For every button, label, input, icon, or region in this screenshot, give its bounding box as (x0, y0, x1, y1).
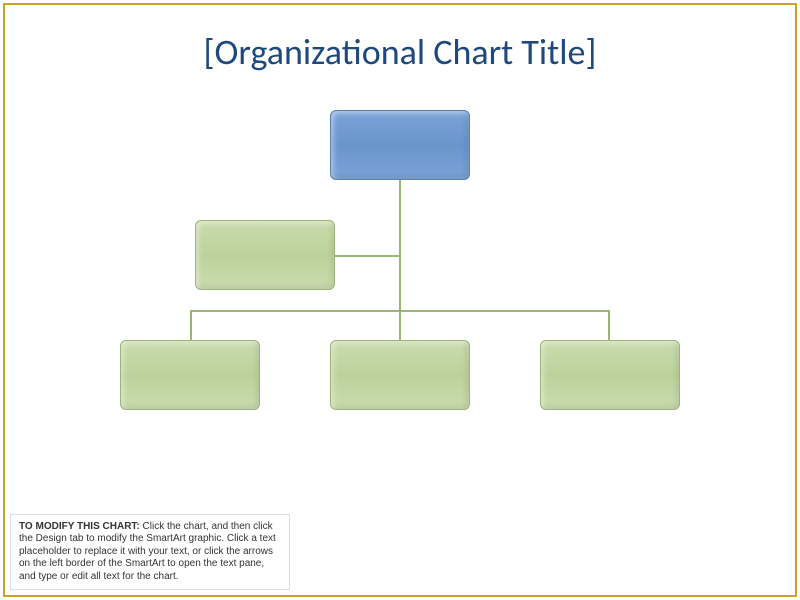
connector-drop-1 (190, 310, 192, 340)
connector-assistant-h (335, 255, 400, 257)
help-heading: TO MODIFY THIS CHART: (19, 521, 140, 532)
connector-drop-2 (399, 310, 401, 340)
org-node-assistant[interactable] (195, 220, 335, 290)
help-text-box: TO MODIFY THIS CHART: Click the chart, a… (10, 514, 290, 591)
org-node-child-1[interactable] (120, 340, 260, 410)
org-node-root[interactable] (330, 110, 470, 180)
connector-drop-3 (608, 310, 610, 340)
chart-title: [Organizational Chart Title] (0, 30, 800, 74)
org-node-child-3[interactable] (540, 340, 680, 410)
org-node-child-2[interactable] (330, 340, 470, 410)
